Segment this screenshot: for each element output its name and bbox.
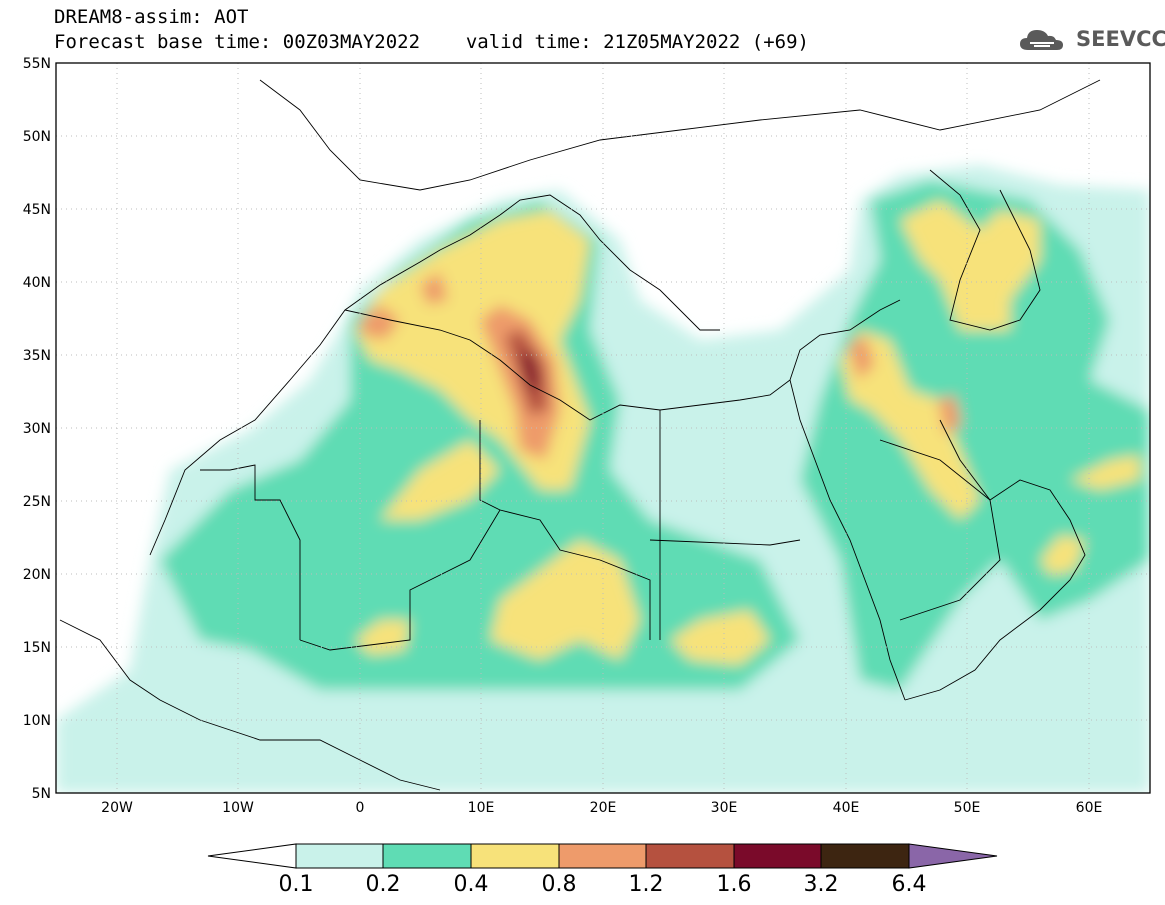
lon-label: 60E [1076, 800, 1103, 816]
aot-band-0.4 [670, 610, 770, 665]
lon-label: 20E [590, 800, 617, 816]
lon-label: 0 [356, 800, 365, 816]
lat-label: 5N [32, 786, 51, 802]
lon-label: 20W [101, 800, 133, 816]
colorbar-label: 6.4 [891, 872, 927, 897]
valid-time-text: valid time: 21Z05MAY2022 (+69) [465, 31, 809, 53]
aot-band-0.8 [420, 272, 448, 305]
aot-band-0.8 [480, 305, 560, 460]
logo-text: SEEVCCC [1076, 27, 1165, 51]
lon-axis: 20W 10W 0 10E 20E 30E 40E 50E 60E [101, 800, 1102, 816]
colorbar-swatch [558, 843, 647, 869]
lat-label: 35N [23, 348, 51, 364]
aot-band-0.4 [490, 540, 640, 660]
lon-label: 40E [833, 800, 860, 816]
lat-label: 40N [23, 275, 51, 291]
lon-label: 50E [954, 800, 981, 816]
colorbar [207, 843, 998, 869]
colorbar-label: 0.4 [453, 872, 489, 897]
colorbar-swatch [470, 843, 560, 869]
lon-label: 30E [711, 800, 738, 816]
graticule [56, 63, 1150, 793]
lat-label: 45N [23, 202, 51, 218]
colorbar-swatch [295, 843, 384, 869]
lon-label: 10E [468, 800, 495, 816]
aot-band-0.8 [938, 395, 962, 435]
colorbar-low-arrow [207, 843, 297, 869]
colorbar-swatch [645, 843, 735, 869]
lat-label: 10N [23, 713, 51, 729]
colorbar-label: 1.2 [628, 872, 664, 897]
lat-label: 50N [23, 129, 51, 145]
lat-axis: 55N 50N 45N 40N 35N 30N 25N 20N 15N 10N … [23, 56, 51, 802]
aot-band-0.4 [1040, 535, 1085, 575]
lat-label: 55N [23, 56, 51, 72]
base-time-text: Forecast base time: 00Z03MAY2022 [54, 31, 421, 53]
lon-label: 10W [222, 800, 254, 816]
model-title: DREAM8-assim: AOT [54, 6, 249, 28]
aot-band-0.4 [840, 330, 980, 520]
time-title: Forecast base time: 00Z03MAY2022 valid t… [54, 32, 809, 52]
aot-band-0.4 [1070, 455, 1140, 490]
colorbar-swatch [382, 843, 472, 869]
aot-band-0.4 [900, 200, 1040, 330]
colorbar-label: 0.8 [541, 872, 577, 897]
coastlines [56, 63, 1150, 791]
colorbar-label: 3.2 [803, 872, 839, 897]
aot-band-1.6 [520, 352, 540, 392]
map-frame [55, 62, 1151, 794]
aot-band-0.4 [355, 620, 410, 655]
colorbar-label: 0.2 [365, 872, 401, 897]
cloud-icon [1020, 30, 1063, 50]
aot-band-0.4 [380, 440, 500, 520]
colorbar-swatch [820, 843, 910, 869]
lat-label: 15N [23, 640, 51, 656]
lat-label: 25N [23, 494, 51, 510]
aot-band-0.8 [848, 335, 875, 380]
colorbar-swatch [733, 843, 822, 869]
colorbar-label: 1.6 [716, 872, 752, 897]
lat-label: 20N [23, 567, 51, 583]
colorbar-high-arrow [908, 843, 998, 869]
lat-label: 30N [23, 421, 51, 437]
aot-band-0.8 [360, 305, 400, 340]
colorbar-label: 0.1 [278, 872, 314, 897]
